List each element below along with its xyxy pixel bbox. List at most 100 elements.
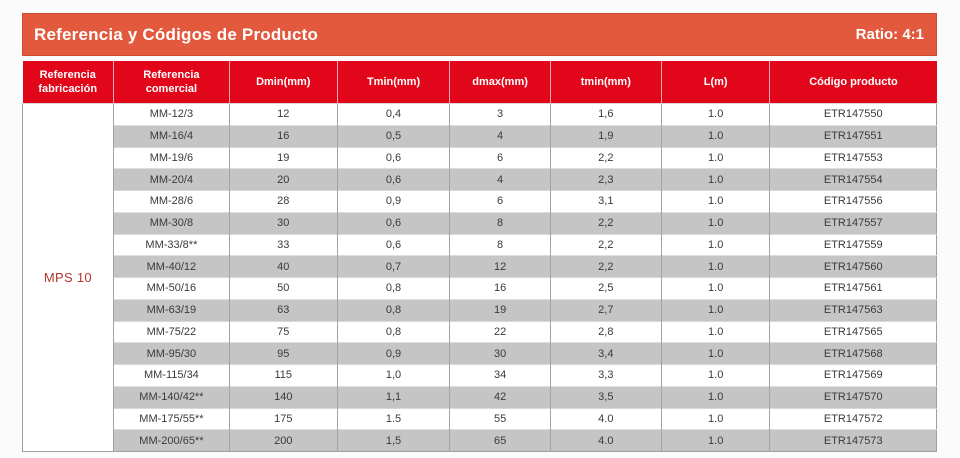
table-row: MM-63/19 63 0,8 19 2,7 1.0 ETR147563 <box>23 298 937 321</box>
cell-l-m: 1.0 <box>660 277 770 300</box>
cell-codigo-producto: ETR147570 <box>769 385 937 408</box>
cell-codigo-producto: ETR147565 <box>769 320 937 343</box>
table-row: MM-16/4 16 0,5 4 1,9 1.0 ETR147551 <box>23 124 937 147</box>
cell-dmax: 8 <box>449 233 551 256</box>
cell-codigo-producto: ETR147560 <box>769 255 937 278</box>
table-header-row: Referencia fabricación Referencia comerci… <box>22 61 937 104</box>
cell-referencia-comercial: MM-95/30 <box>112 342 230 365</box>
cell-dmin: 33 <box>228 233 338 256</box>
cell-tmin-upper: 1,1 <box>336 385 450 408</box>
cell-tmin-lower: 4.0 <box>549 429 662 452</box>
cell-referencia-comercial: MM-140/42** <box>112 385 230 408</box>
cell-tmin-upper: 1,0 <box>336 364 450 387</box>
table-row: MM-175/55** 175 1.5 55 4.0 1.0 ETR147572 <box>23 407 937 430</box>
cell-l-m: 1.0 <box>660 298 770 321</box>
table-row: MM-200/65** 200 1,5 65 4.0 1.0 ETR147573 <box>23 429 937 452</box>
cell-tmin-upper: 0,6 <box>336 233 450 256</box>
cell-dmin: 40 <box>228 255 338 278</box>
cell-referencia-comercial: MM-175/55** <box>112 407 230 430</box>
cell-dmax: 34 <box>449 364 551 387</box>
cell-dmax: 65 <box>449 429 551 452</box>
cell-codigo-producto: ETR147563 <box>769 298 937 321</box>
cell-dmin: 75 <box>228 320 338 343</box>
cell-dmax: 19 <box>449 298 551 321</box>
cell-codigo-producto: ETR147572 <box>769 407 937 430</box>
cell-referencia-comercial: MM-20/4 <box>112 168 230 191</box>
cell-dmax: 42 <box>449 385 551 408</box>
cell-l-m: 1.0 <box>660 103 770 126</box>
cell-dmin: 19 <box>228 146 338 169</box>
cell-tmin-lower: 3,4 <box>549 342 662 365</box>
table-row: MM-19/6 19 0,6 6 2,2 1.0 ETR147553 <box>23 146 937 169</box>
cell-referencia-comercial: MM-115/34 <box>112 364 230 387</box>
table-row: MM-30/8 30 0,6 8 2,2 1.0 ETR147557 <box>23 211 937 234</box>
column-header-tmin-lower: tmin(mm) <box>549 61 662 104</box>
cell-referencia-comercial: MM-63/19 <box>112 298 230 321</box>
cell-dmax: 12 <box>449 255 551 278</box>
cell-tmin-lower: 1,6 <box>549 103 662 126</box>
cell-dmin: 95 <box>228 342 338 365</box>
cell-l-m: 1.0 <box>660 233 770 256</box>
page: Referencia y Códigos de Producto Ratio: … <box>22 13 937 452</box>
cell-referencia-comercial: MM-40/12 <box>112 255 230 278</box>
cell-tmin-lower: 2,2 <box>549 211 662 234</box>
cell-l-m: 1.0 <box>660 364 770 387</box>
cell-codigo-producto: ETR147569 <box>769 364 937 387</box>
cell-l-m: 1.0 <box>660 407 770 430</box>
cell-referencia-comercial: MM-12/3 <box>112 103 230 126</box>
cell-dmin: 20 <box>228 168 338 191</box>
cell-tmin-upper: 0,7 <box>336 255 450 278</box>
cell-tmin-lower: 4.0 <box>549 407 662 430</box>
cell-codigo-producto: ETR147553 <box>769 146 937 169</box>
column-header-dmax: dmax(mm) <box>449 61 551 104</box>
cell-l-m: 1.0 <box>660 124 770 147</box>
cell-tmin-lower: 2,8 <box>549 320 662 343</box>
column-header-tmin-upper: Tmin(mm) <box>336 61 450 104</box>
cell-referencia-comercial: MM-30/8 <box>112 211 230 234</box>
cell-l-m: 1.0 <box>660 190 770 213</box>
cell-tmin-upper: 1,5 <box>336 429 450 452</box>
cell-dmax: 4 <box>449 168 551 191</box>
cell-tmin-lower: 2,2 <box>549 233 662 256</box>
cell-dmax: 6 <box>449 146 551 169</box>
cell-tmin-upper: 0,6 <box>336 211 450 234</box>
table-row: MPS 10 MM-12/3 12 0,4 3 1,6 1.0 ETR147550 <box>22 103 937 452</box>
cell-l-m: 1.0 <box>660 320 770 343</box>
cell-dmin: 200 <box>228 429 338 452</box>
cell-l-m: 1.0 <box>660 429 770 452</box>
cell-tmin-upper: 0,6 <box>336 146 450 169</box>
cell-codigo-producto: ETR147550 <box>769 103 937 126</box>
cell-tmin-upper: 0,9 <box>336 190 450 213</box>
cell-referencia-comercial: MM-33/8** <box>112 233 230 256</box>
cell-tmin-upper: 1.5 <box>336 407 450 430</box>
cell-tmin-lower: 2,2 <box>549 255 662 278</box>
cell-dmin: 28 <box>228 190 338 213</box>
cell-referencia-comercial: MM-16/4 <box>112 124 230 147</box>
cell-codigo-producto: ETR147556 <box>769 190 937 213</box>
cell-tmin-lower: 3,3 <box>549 364 662 387</box>
table-row: MM-50/16 50 0,8 16 2,5 1.0 ETR147561 <box>23 277 937 300</box>
cell-dmin: 140 <box>228 385 338 408</box>
cell-l-m: 1.0 <box>660 342 770 365</box>
cell-codigo-producto: ETR147551 <box>769 124 937 147</box>
table-row: MM-20/4 20 0,6 4 2,3 1.0 ETR147554 <box>23 168 937 191</box>
cell-dmax: 55 <box>449 407 551 430</box>
table-row: MM-33/8** 33 0,6 8 2,2 1.0 ETR147559 <box>23 233 937 256</box>
page-title: Referencia y Códigos de Producto <box>34 24 319 44</box>
table-row: MM-95/30 95 0,9 30 3,4 1.0 ETR147568 <box>23 342 937 365</box>
table-body: MPS 10 MM-12/3 12 0,4 3 1,6 1.0 ETR147550 MM-16/… <box>22 103 937 452</box>
cell-tmin-lower: 1,9 <box>549 124 662 147</box>
cell-dmin: 175 <box>228 407 338 430</box>
column-header-l-m: L(m) <box>660 61 770 104</box>
cell-tmin-lower: 3,1 <box>549 190 662 213</box>
ratio-label: Ratio: 4:1 <box>855 26 924 43</box>
column-header-codigo-producto: Código producto <box>769 61 937 104</box>
cell-dmax: 8 <box>449 211 551 234</box>
cell-codigo-producto: ETR147573 <box>769 429 937 452</box>
cell-tmin-upper: 0,8 <box>336 298 450 321</box>
cell-dmin: 12 <box>228 103 338 126</box>
table-row: MM-28/6 28 0,9 6 3,1 1.0 ETR147556 <box>23 190 937 213</box>
cell-dmin: 115 <box>228 364 338 387</box>
table-row: MM-115/34 115 1,0 34 3,3 1.0 ETR147569 <box>23 364 937 387</box>
cell-codigo-producto: ETR147559 <box>769 233 937 256</box>
